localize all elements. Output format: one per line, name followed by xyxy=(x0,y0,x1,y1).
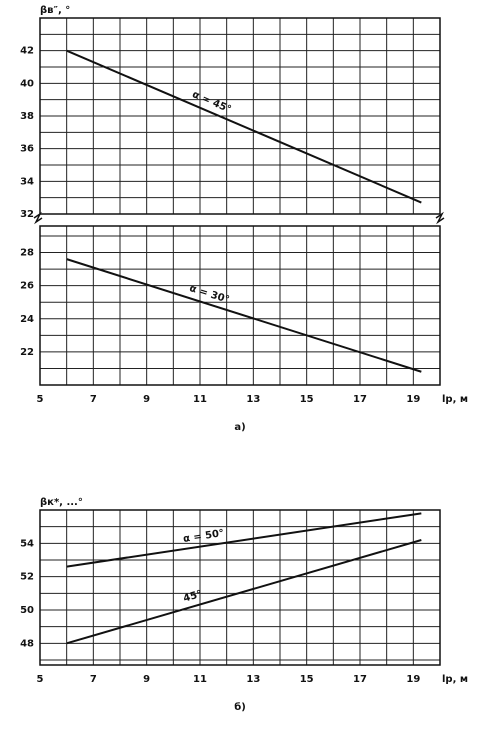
y-tick-label: 38 xyxy=(20,111,34,122)
y-tick-label: 32 xyxy=(20,209,34,220)
y-tick-label: 22 xyxy=(20,347,34,358)
x-tick-label: 9 xyxy=(143,674,150,685)
data-line xyxy=(66,539,422,645)
data-line xyxy=(66,512,422,568)
y-tick-label: 40 xyxy=(20,78,34,89)
y-tick-label: 48 xyxy=(20,638,34,649)
x-tick-label: 13 xyxy=(246,394,260,405)
x-axis-label: lр, м xyxy=(442,394,468,405)
plot-frame xyxy=(39,17,441,215)
plot-frame xyxy=(39,509,441,666)
y-tick-label: 34 xyxy=(20,176,34,187)
x-tick-label: 11 xyxy=(193,674,207,685)
x-tick-label: 17 xyxy=(353,394,367,405)
y-tick-label: 50 xyxy=(20,605,34,616)
y-axis-label: βв″, ° xyxy=(40,5,70,16)
x-tick-label: 15 xyxy=(300,674,314,685)
axis-break xyxy=(33,211,445,225)
x-tick-label: 5 xyxy=(37,394,44,405)
x-tick-label: 19 xyxy=(406,394,420,405)
caption: б) xyxy=(234,701,246,713)
x-axis-label: lр, м xyxy=(442,674,468,685)
caption: а) xyxy=(234,422,245,433)
x-tick-label: 9 xyxy=(143,394,150,405)
y-axis-label: βк*, ...° xyxy=(40,497,83,508)
y-tick-label: 26 xyxy=(20,281,34,292)
x-tick-label: 7 xyxy=(90,674,97,685)
y-tick-label: 54 xyxy=(20,538,34,549)
plot-frame xyxy=(39,225,441,386)
line-label: α = 50° xyxy=(182,528,224,545)
x-tick-label: 7 xyxy=(90,394,97,405)
x-tick-label: 19 xyxy=(406,674,420,685)
x-tick-label: 11 xyxy=(193,394,207,405)
x-tick-label: 5 xyxy=(37,674,44,685)
line-label: 45° xyxy=(182,589,203,605)
y-tick-label: 24 xyxy=(20,314,34,325)
data-line xyxy=(66,258,422,373)
y-tick-label: 36 xyxy=(20,144,34,155)
y-tick-label: 42 xyxy=(20,46,34,57)
y-tick-label: 52 xyxy=(20,572,34,583)
data-line xyxy=(66,49,422,204)
x-tick-label: 17 xyxy=(353,674,367,685)
y-tick-label: 28 xyxy=(20,248,34,259)
x-tick-label: 15 xyxy=(300,394,314,405)
x-tick-label: 13 xyxy=(246,674,260,685)
